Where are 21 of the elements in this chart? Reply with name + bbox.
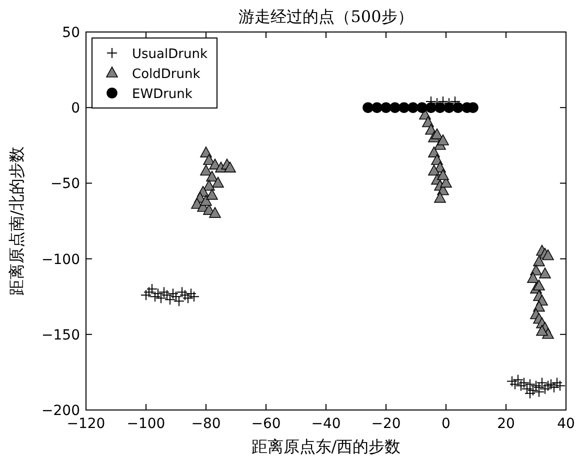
y-tick-label: −150 [42, 327, 80, 344]
x-tick-label: 0 [442, 416, 450, 432]
legend-label: ColdDrunk [132, 67, 201, 82]
x-tick-label: 20 [497, 416, 515, 432]
x-tick-label: −40 [311, 416, 341, 432]
y-tick-label: −200 [42, 403, 80, 419]
y-tick-label: −100 [42, 252, 80, 268]
y-tick-label: 50 [62, 25, 80, 41]
x-tick-label: −80 [191, 416, 221, 432]
y-axis-title: 距离原点南/北的步数 [7, 146, 26, 296]
legend-label: UsualDrunk [132, 47, 208, 62]
x-tick-label: −60 [251, 416, 281, 432]
chart-title: 游走经过的点（500步） [238, 7, 414, 26]
legend-label: EWDrunk [132, 87, 193, 102]
x-tick-label: −100 [126, 416, 166, 432]
x-axis-title: 距离原点东/西的步数 [251, 437, 401, 456]
x-tick-label: 40 [557, 416, 575, 432]
y-tick-label: 0 [71, 100, 80, 117]
x-tick-label: −120 [66, 416, 106, 432]
x-tick-label: −20 [371, 416, 401, 432]
y-tick-label: −50 [50, 176, 80, 192]
